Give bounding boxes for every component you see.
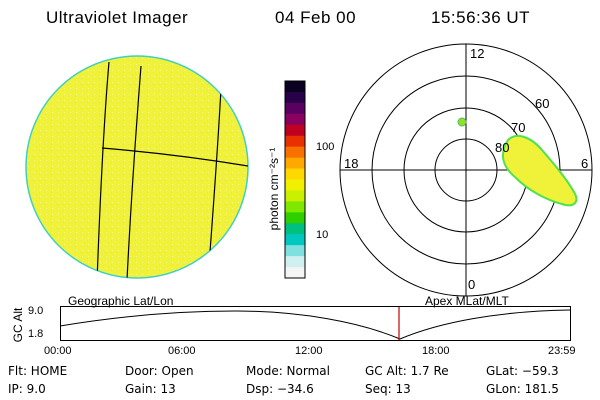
aurora-oval-region bbox=[501, 134, 578, 207]
aurora-spot bbox=[457, 117, 467, 127]
mlt-label-12: 12 bbox=[470, 46, 484, 61]
date-label: 04 Feb 00 bbox=[275, 8, 357, 27]
colorbar-stripe bbox=[285, 91, 305, 104]
time-label: 15:56:36 UT bbox=[431, 8, 531, 27]
timeline-xtick-0600: 06:00 bbox=[168, 345, 196, 357]
mlt-label-18: 18 bbox=[344, 156, 358, 171]
mlat-label-70: 70 bbox=[511, 120, 525, 135]
timeline-axis-title: GC Alt bbox=[11, 307, 25, 343]
timeline-right-label: Apex MLat/MLT bbox=[425, 294, 509, 308]
colorbar-stripe bbox=[285, 135, 305, 148]
earth-disk bbox=[25, 55, 249, 279]
colorbar-stripe bbox=[285, 190, 305, 202]
colorbar-stripes bbox=[285, 81, 305, 279]
polar-plot: 12 18 6 0 60 70 80 bbox=[339, 43, 593, 297]
colorbar-unit-label: photon cm⁻²s⁻¹ bbox=[267, 147, 281, 231]
timeline-xtick-1800: 18:00 bbox=[422, 345, 450, 357]
info-gc-alt: GC Alt: 1.7 Re bbox=[365, 364, 449, 378]
info-dsp: Dsp: −34.6 bbox=[246, 382, 314, 396]
colorbar-stripe bbox=[285, 124, 305, 137]
timeline-ytick-9: 9.0 bbox=[28, 305, 44, 317]
info-glat: GLat: −59.3 bbox=[486, 364, 559, 378]
colorbar-stripe bbox=[285, 179, 305, 191]
timeline-xtick-0000: 00:00 bbox=[44, 345, 72, 357]
colorbar-stripe bbox=[285, 234, 305, 246]
timeline-xtick-2359: 23:59 bbox=[548, 345, 576, 357]
colorbar-stripe bbox=[285, 113, 305, 126]
colorbar-stripe bbox=[285, 81, 305, 93]
colorbar-stripe bbox=[285, 168, 305, 180]
altitude-timeline-plot bbox=[60, 306, 571, 341]
info-flight: Flt: HOME bbox=[8, 364, 68, 378]
timeline-ytick-1-8: 1.8 bbox=[28, 328, 44, 340]
colorbar-stripe bbox=[285, 157, 305, 170]
mlt-label-6: 6 bbox=[581, 156, 588, 171]
colorbar-stripe bbox=[285, 201, 305, 213]
info-mode: Mode: Normal bbox=[246, 364, 330, 378]
colorbar-stripe bbox=[285, 146, 305, 159]
timeline-frame bbox=[60, 306, 571, 341]
colorbar-stripe bbox=[285, 267, 305, 279]
earth-disk-image bbox=[25, 55, 249, 279]
timeline-xtick-1200: 12:00 bbox=[295, 345, 323, 357]
colorbar-stripe bbox=[285, 212, 305, 224]
mlat-label-80: 80 bbox=[495, 140, 509, 155]
colorbar bbox=[284, 80, 306, 279]
mlat-label-60: 60 bbox=[535, 96, 549, 111]
colorbar-stripe bbox=[285, 256, 305, 268]
colorbar-tick-100: 100 bbox=[316, 141, 335, 153]
colorbar-tick-10: 10 bbox=[316, 229, 329, 241]
info-ip: IP: 9.0 bbox=[8, 382, 46, 396]
colorbar-stripe bbox=[285, 245, 305, 257]
colorbar-stripe bbox=[285, 102, 305, 115]
colorbar-stripe bbox=[285, 223, 305, 235]
info-seq: Seq: 13 bbox=[365, 382, 411, 396]
mlt-label-0: 0 bbox=[468, 277, 475, 292]
info-gain: Gain: 13 bbox=[125, 382, 176, 396]
info-glon: GLon: 181.5 bbox=[486, 382, 559, 396]
instrument-title: Ultraviolet Imager bbox=[46, 8, 189, 27]
timeline-left-label: Geographic Lat/Lon bbox=[68, 294, 174, 308]
info-door: Door: Open bbox=[125, 364, 194, 378]
altitude-curve bbox=[60, 309, 571, 340]
